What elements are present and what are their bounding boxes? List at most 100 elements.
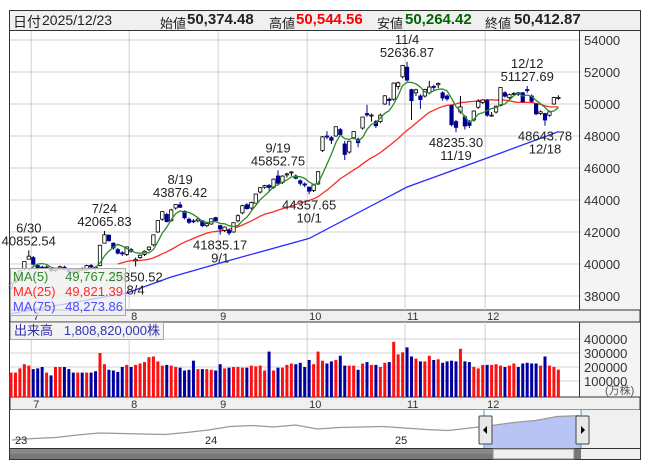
candle-body	[26, 255, 31, 260]
volume-bar	[13, 372, 17, 397]
close-value: 50,412.87	[514, 11, 581, 28]
price-tick-label: 38000	[584, 289, 620, 304]
volume-bar	[410, 356, 413, 397]
low-value: 50,264.42	[405, 11, 472, 28]
volume-bar	[436, 359, 440, 397]
annotation-value: 43876.42	[153, 185, 207, 200]
candle-body	[396, 82, 401, 87]
volume-bar	[169, 365, 173, 397]
annotation-date: 8/4	[127, 282, 145, 297]
volume-bar	[129, 367, 133, 397]
candle-body	[115, 249, 120, 254]
price-tick-label: 50000	[584, 97, 620, 112]
open-value: 50,374.48	[187, 11, 254, 28]
volume-bar	[156, 361, 160, 397]
candle-body	[556, 96, 561, 99]
candle-body	[525, 89, 530, 92]
candle-body	[222, 226, 227, 231]
volume-bar	[298, 362, 302, 397]
volume-bar	[458, 348, 462, 397]
month-label: 11	[407, 399, 418, 411]
volume-bar	[516, 367, 520, 397]
price-axis-background	[580, 31, 640, 310]
volume-bar	[22, 364, 26, 397]
volume-tick-label: 300000	[584, 346, 627, 361]
volume-bar	[334, 360, 338, 397]
volume-bar	[525, 362, 529, 397]
candle-body	[182, 210, 187, 219]
annotation-date: 11/4	[395, 32, 419, 47]
volume-bar	[503, 367, 507, 397]
triangle-left-icon	[483, 426, 487, 434]
candle-body	[542, 113, 548, 121]
volume-bar	[365, 362, 369, 397]
scrollbar-thumb[interactable]	[492, 448, 575, 460]
candle-body	[404, 66, 410, 81]
volume-bar	[396, 354, 400, 397]
volume-bar	[249, 365, 253, 397]
candle-body	[35, 265, 40, 269]
volume-bar	[143, 362, 146, 397]
ma5-line	[28, 81, 559, 272]
navigator-year-label: 25	[395, 435, 407, 447]
volume-bar	[467, 362, 471, 397]
open-label: 始値	[160, 16, 187, 31]
volume-bar	[539, 365, 543, 397]
volume-bar	[111, 370, 115, 397]
volume-bar	[71, 372, 75, 397]
volume-bar	[49, 375, 53, 397]
month-label: 12	[487, 311, 499, 323]
volume-bar	[151, 356, 155, 397]
candle-body	[382, 95, 387, 105]
moving-average-legend: MA(5) 49,767.25 MA(25) 49,821.39 MA(75) 48,…	[10, 268, 126, 316]
candle-body	[502, 92, 508, 97]
volume-bar	[236, 367, 240, 397]
candle-body	[342, 143, 347, 155]
volume-bar	[445, 361, 449, 397]
candle-body	[315, 171, 321, 185]
volume-bar	[178, 367, 182, 397]
volume-bar	[454, 361, 458, 397]
price-tick-label: 52000	[584, 65, 620, 80]
candle-body	[413, 89, 419, 94]
triangle-right-icon	[581, 426, 585, 434]
volume-bar	[40, 367, 44, 397]
candle-body	[400, 65, 405, 78]
volume-bar	[187, 369, 191, 397]
volume-bar	[45, 372, 49, 397]
volume-bar	[223, 368, 227, 397]
annotation-date: 12/18	[529, 142, 562, 157]
candle-body	[289, 171, 294, 174]
candle-body	[155, 220, 160, 233]
volume-bar	[174, 367, 178, 397]
volume-bar	[218, 364, 222, 397]
candle-body	[307, 186, 312, 192]
month-label: 9	[220, 311, 226, 323]
annotation-value: 48235.30	[429, 135, 483, 150]
candle-body	[31, 257, 36, 265]
date-label: 日付	[13, 14, 41, 30]
candle-body	[186, 218, 192, 223]
ma25-value: 49,821.39	[65, 284, 123, 299]
volume-bar	[94, 371, 98, 397]
volume-bar	[352, 365, 356, 397]
volume-bar	[232, 367, 235, 397]
volume-bar	[200, 369, 204, 397]
volume-tick-label: 200000	[584, 360, 627, 375]
candle-body	[551, 97, 557, 105]
candle-body	[440, 92, 445, 99]
price-tick-label: 40000	[584, 257, 620, 272]
navigator-year-label: 23	[15, 435, 27, 447]
volume-unit-label: (万株)	[605, 383, 634, 397]
ma25-line	[117, 99, 559, 265]
candle-body	[338, 129, 343, 135]
candle-body	[97, 244, 103, 267]
header-background	[10, 11, 640, 30]
candle-body	[485, 100, 490, 116]
high-value: 50,544.56	[296, 11, 363, 28]
volume-bar	[547, 365, 551, 397]
candle-body	[498, 87, 503, 107]
volume-bar	[85, 372, 89, 397]
volume-bar	[392, 341, 396, 397]
month-label: 7	[33, 311, 39, 323]
